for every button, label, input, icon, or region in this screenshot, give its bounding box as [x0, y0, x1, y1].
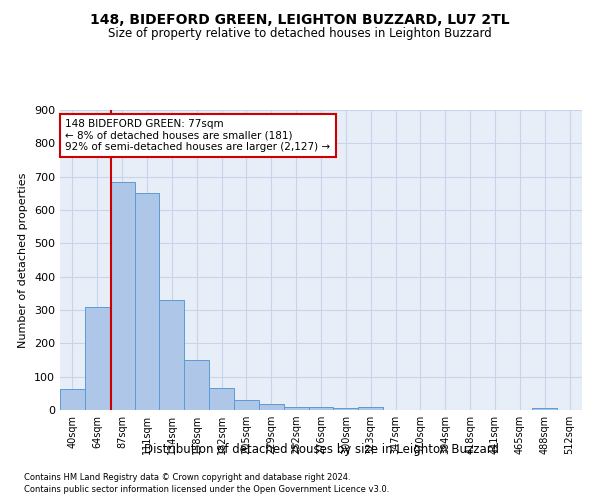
Bar	[209, 388, 234, 410]
Bar	[234, 400, 259, 410]
Bar	[60, 390, 85, 410]
Text: Size of property relative to detached houses in Leighton Buzzard: Size of property relative to detached ho…	[108, 28, 492, 40]
Bar	[284, 406, 308, 410]
Text: Distribution of detached houses by size in Leighton Buzzard: Distribution of detached houses by size …	[143, 442, 499, 456]
Bar	[160, 300, 184, 410]
Text: Contains HM Land Registry data © Crown copyright and database right 2024.: Contains HM Land Registry data © Crown c…	[24, 472, 350, 482]
Bar	[334, 408, 358, 410]
Bar	[259, 404, 284, 410]
Bar	[358, 408, 383, 410]
Bar	[134, 194, 160, 410]
Bar	[85, 306, 110, 410]
Y-axis label: Number of detached properties: Number of detached properties	[19, 172, 28, 348]
Bar	[308, 408, 334, 410]
Text: 148, BIDEFORD GREEN, LEIGHTON BUZZARD, LU7 2TL: 148, BIDEFORD GREEN, LEIGHTON BUZZARD, L…	[90, 12, 510, 26]
Text: Contains public sector information licensed under the Open Government Licence v3: Contains public sector information licen…	[24, 485, 389, 494]
Bar	[532, 408, 557, 410]
Text: 148 BIDEFORD GREEN: 77sqm
← 8% of detached houses are smaller (181)
92% of semi-: 148 BIDEFORD GREEN: 77sqm ← 8% of detach…	[65, 119, 331, 152]
Bar	[184, 360, 209, 410]
Bar	[110, 182, 134, 410]
